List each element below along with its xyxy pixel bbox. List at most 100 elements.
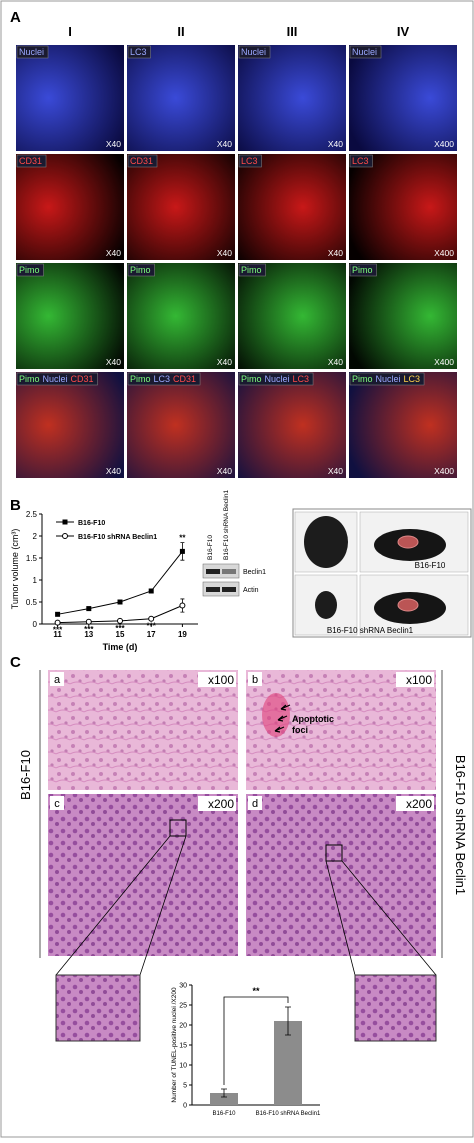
stain-label-box [127,263,155,277]
x-tick-label: 19 [178,630,187,639]
tile-letter-box [50,796,64,810]
point [85,618,92,625]
zoom-line [55,835,437,976]
magnification: x200 [406,797,432,811]
point [86,606,92,612]
y-tick-label: 15 [179,1043,187,1050]
micrograph [238,263,346,369]
x-axis-label: Time (d) [103,642,138,652]
significance: *** [115,624,125,633]
bar [210,1093,238,1105]
mag-box [198,672,236,687]
micrograph [16,154,124,260]
significance: *** [147,622,157,631]
stain-label: LC3 [154,374,171,384]
magnification: X400 [434,357,454,367]
significance: ** [252,986,260,996]
point [148,615,155,622]
magnification: X40 [106,248,121,258]
blot-band [222,569,236,574]
blot-strip [202,563,240,579]
point [148,588,154,594]
stain-label: Pimo [130,265,151,275]
tile-letter: c [54,798,60,810]
legend-marker [62,533,68,539]
stain-label-box [127,154,158,168]
stain-label-box [349,45,382,59]
stain-label: Pimo [352,265,373,275]
magnification: x100 [208,673,234,687]
error-bar [285,1006,291,1036]
stain-label-box [238,45,271,59]
micrograph [238,154,346,260]
magnification: X40 [217,248,232,258]
significance: *** [53,626,63,635]
x-tick-label: B16-F10 [212,1111,236,1117]
band-label: Actin [243,587,259,594]
annotation: Apoptotic [292,714,334,724]
blot-band [206,569,220,574]
stain-label: LC3 [293,374,310,384]
stain-label: Nuclei [241,47,266,57]
tile-letter-box [248,672,262,686]
y-tick-label: 1.5 [26,554,38,563]
stain-label: Nuclei [19,47,44,57]
histology [246,794,436,956]
y-tick-label: 1 [33,576,38,585]
stain-label-box [16,372,98,386]
mag-box [198,796,236,811]
significance: *** [84,625,94,634]
stain-label-box [349,263,377,277]
micrograph [127,45,235,151]
stain-label: Pimo [19,265,40,275]
stain-label-box [16,154,47,168]
x-tick-label: 13 [84,630,93,639]
inset [354,974,437,1042]
lane-label: B16-F10 [207,535,214,560]
histology [48,794,238,956]
magnification: X40 [328,248,343,258]
magnification: X40 [217,139,232,149]
point [117,617,123,624]
magnification: x100 [406,673,432,687]
y-tick-label: 5 [183,1083,187,1090]
stain-label-box [127,372,201,386]
x-tick-label: 11 [53,630,62,639]
tile-letter-box [248,796,262,810]
stain-label-box [349,372,425,386]
stain-label-box [238,372,314,386]
point [179,548,185,554]
stain-label: CD31 [71,374,94,384]
tumor [315,591,337,619]
tile-letter: d [252,798,258,810]
stain-label: Pimo [241,265,262,275]
point [179,602,186,609]
y-tick-label: 25 [179,1003,187,1010]
micrograph [238,372,346,478]
tumor-mark [397,598,419,612]
tile-letter-box [50,672,64,686]
zoom-box [325,844,343,862]
column-header: IV [397,24,410,39]
x-tick-label: B16-F10 shRNA Beclin1 [256,1111,321,1117]
micrograph [349,263,457,369]
micrograph [238,45,346,151]
arrow [274,726,285,733]
micrograph [16,372,124,478]
y-tick-label: 0.5 [26,598,38,607]
magnification: X40 [106,357,121,367]
blot-strip [202,581,240,597]
magnification: X40 [328,357,343,367]
significance: ** [179,534,186,543]
tumor [304,516,348,568]
stain-label: CD31 [173,374,196,384]
arrow [280,704,291,711]
stain-label-box [16,45,49,59]
point [54,619,61,626]
legend-label: B16-F10 [78,520,105,527]
stain-label: Pimo [352,374,373,384]
photo-label: B16-F10 [415,561,446,570]
magnification: X400 [434,248,454,258]
